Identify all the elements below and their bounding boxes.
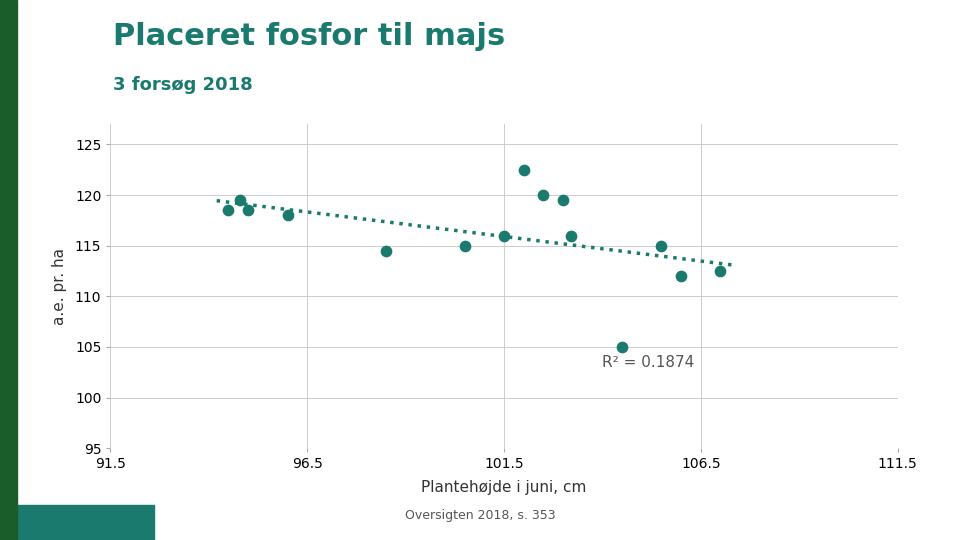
Point: [457, 241, 472, 250]
Point: [240, 206, 255, 214]
Point: [232, 196, 248, 205]
Text: Oversigten 2018, s. 353: Oversigten 2018, s. 353: [405, 509, 555, 522]
Point: [654, 241, 669, 250]
Point: [516, 165, 531, 174]
Point: [378, 246, 394, 255]
Y-axis label: a.e. pr. ha: a.e. pr. ha: [52, 248, 66, 325]
Point: [712, 267, 728, 275]
Point: [280, 211, 296, 220]
Point: [555, 196, 570, 205]
Point: [564, 231, 579, 240]
X-axis label: Plantehøjde i juni, cm: Plantehøjde i juni, cm: [421, 480, 587, 495]
Text: 3 forsøg 2018: 3 forsøg 2018: [113, 76, 253, 93]
Point: [221, 206, 236, 214]
Point: [673, 272, 688, 280]
Point: [496, 231, 512, 240]
Text: SEGES: SEGES: [24, 508, 125, 536]
Point: [614, 343, 630, 352]
Point: [536, 191, 551, 199]
Text: Placeret fosfor til majs: Placeret fosfor til majs: [113, 22, 506, 51]
Text: R² = 0.1874: R² = 0.1874: [603, 355, 695, 370]
